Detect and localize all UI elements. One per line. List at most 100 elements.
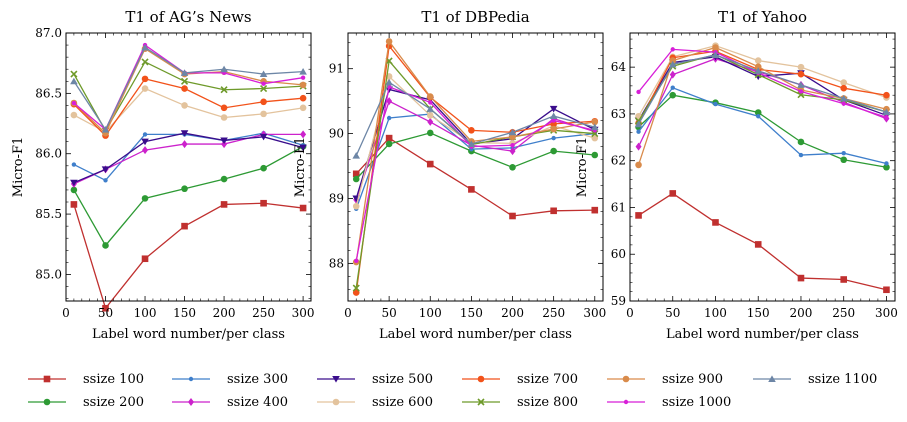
data-point [670, 47, 675, 52]
data-point [841, 151, 846, 156]
y-tick-label: 62 [611, 154, 626, 168]
x-tick-label: 0 [62, 306, 70, 320]
data-point [354, 258, 359, 263]
legend-marker [623, 399, 629, 405]
data-point [352, 202, 360, 210]
data-point [181, 140, 188, 149]
x-tick-label: 250 [542, 306, 565, 320]
data-point [220, 86, 228, 94]
x-tick-label: 200 [213, 306, 236, 320]
x-tick-label: 0 [626, 306, 634, 320]
series-line [355, 137, 595, 217]
series-line [638, 86, 887, 165]
series-line [355, 100, 595, 200]
plot-frame [629, 32, 896, 302]
x-tick-label: 50 [665, 306, 680, 320]
data-point [141, 138, 149, 146]
data-point [635, 142, 642, 151]
series-group [352, 38, 599, 296]
x-tick-label: 150 [747, 306, 770, 320]
legend-item: ssize 800 [462, 395, 578, 410]
y-tick-label: 85.0 [35, 267, 62, 281]
data-point [427, 117, 434, 126]
data-point [181, 222, 188, 230]
x-tick-label: 300 [292, 306, 315, 320]
data-point [754, 63, 762, 70]
data-point [141, 75, 149, 83]
data-point [426, 105, 435, 112]
legend-label: ssize 1000 [662, 395, 731, 410]
y-tick-label: 91 [329, 62, 344, 76]
legend-marker [477, 375, 485, 383]
series-line [355, 85, 595, 261]
data-point [299, 144, 307, 152]
data-point [883, 286, 890, 294]
data-point [385, 134, 393, 142]
legend-marker [768, 375, 776, 382]
data-point [260, 199, 267, 207]
data-point [467, 140, 476, 147]
y-tick-label: 90 [329, 127, 344, 141]
y-tick-label: 60 [611, 247, 626, 261]
data-point [299, 94, 307, 102]
data-point [386, 97, 393, 106]
data-point [103, 178, 108, 183]
y-tick-label: 86.0 [35, 147, 62, 161]
data-point [102, 242, 109, 249]
data-point [841, 101, 846, 106]
x-tick-label: 300 [583, 306, 606, 320]
data-point [840, 276, 848, 283]
data-point [591, 130, 599, 138]
legend-item: ssize 500 [317, 372, 433, 387]
y-axis-label: Micro-F1 [11, 137, 26, 197]
y-tick-label: 64 [611, 60, 627, 74]
data-point [551, 135, 556, 141]
data-point [713, 101, 718, 107]
y-tick-label: 87.0 [35, 26, 62, 40]
data-point [260, 84, 268, 93]
data-point [180, 77, 189, 85]
data-point [669, 70, 676, 79]
data-point [141, 195, 149, 202]
y-axis-label: Micro-F1 [575, 137, 590, 197]
x-tick-label: 300 [875, 306, 898, 320]
legend-item: ssize 1100 [753, 372, 877, 387]
y-tick-label: 86.5 [35, 86, 62, 100]
data-point [550, 125, 557, 133]
panel-1: T1 of AG’s News 0 50 100 150 200 250 300 85.0 85.… [11, 8, 315, 342]
legend-label: ssize 100 [83, 372, 144, 387]
legend-label: ssize 400 [227, 395, 288, 410]
series-line [73, 145, 304, 247]
legend-marker [477, 398, 485, 406]
series-line [73, 132, 304, 184]
data-point [797, 70, 805, 78]
data-point [797, 81, 805, 88]
series-group [634, 42, 891, 294]
data-point [668, 60, 677, 68]
data-point [797, 138, 805, 146]
y-tick-label: 63 [611, 107, 626, 121]
series-line [355, 44, 595, 293]
y-tick-label: 88 [329, 256, 344, 270]
data-point [798, 152, 804, 158]
series-line [355, 59, 595, 289]
data-point [509, 212, 516, 220]
data-point [754, 109, 762, 116]
data-point [261, 81, 266, 86]
data-point [883, 91, 890, 99]
data-point [70, 77, 78, 85]
data-point [70, 111, 78, 119]
data-point [590, 123, 599, 131]
data-point [635, 212, 642, 219]
legend-marker [188, 376, 194, 382]
data-point [840, 84, 848, 92]
legend-item: ssize 200 [28, 395, 144, 410]
data-point [550, 207, 557, 215]
x-tick-label: 100 [704, 306, 727, 320]
data-point [591, 134, 599, 142]
x-tick-label: 100 [134, 306, 157, 320]
legend-label: ssize 200 [83, 395, 144, 410]
data-point [839, 94, 848, 102]
data-point [385, 78, 393, 86]
